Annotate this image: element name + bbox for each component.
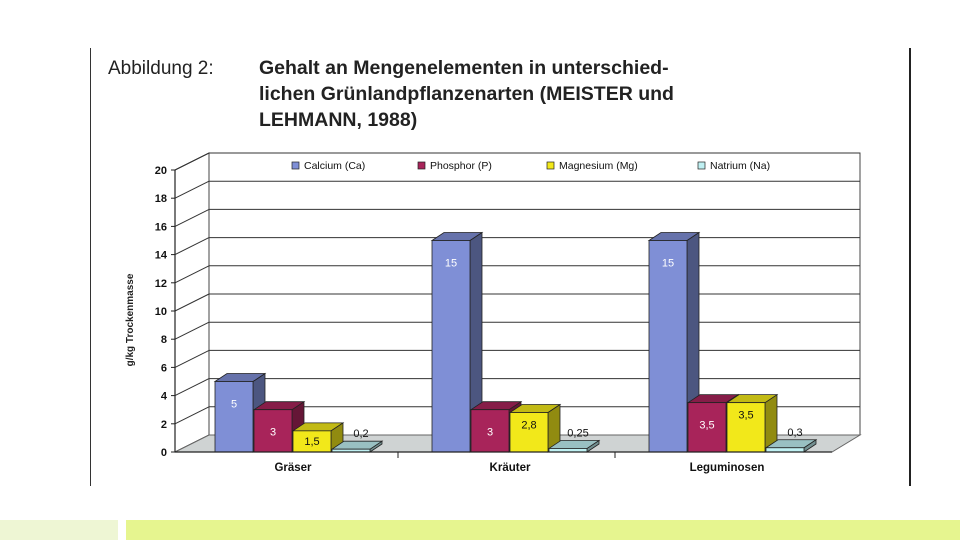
bar <box>726 402 766 453</box>
caption-label: Abbildung 2: <box>108 58 214 79</box>
bar <box>648 240 688 453</box>
gridline-side <box>174 321 210 340</box>
y-tick-label: 2 <box>161 419 167 431</box>
legend-label: Magnesium (Mg) <box>559 160 638 172</box>
category-label: Gräser <box>274 462 312 474</box>
y-tick-label: 4 <box>161 391 168 403</box>
gridline-side <box>174 208 210 227</box>
footer-bar-right <box>126 520 960 540</box>
data-label: 0,25 <box>567 427 588 439</box>
data-label: 2,8 <box>521 420 536 432</box>
gridline-side <box>174 406 210 425</box>
y-tick-label: 14 <box>155 250 168 262</box>
footer-bar-left <box>0 520 118 540</box>
caption-title: Gehalt an Mengenelementen in unterschied… <box>259 57 674 131</box>
legend-item: Magnesium (Mg) <box>546 160 638 172</box>
legend-swatch <box>546 161 555 170</box>
y-tick-label: 16 <box>155 221 167 233</box>
bar <box>509 412 549 453</box>
legend-swatch <box>697 161 706 170</box>
bar-0-0: 5 <box>213 372 267 453</box>
data-label: 3 <box>270 427 276 439</box>
legend-label: Phosphor (P) <box>430 160 492 172</box>
data-label: 3,5 <box>738 410 753 422</box>
bar <box>214 381 254 453</box>
data-label: 3 <box>487 427 493 439</box>
legend-item: Natrium (Na) <box>697 160 770 172</box>
data-label: 3,5 <box>699 420 714 432</box>
figure-border-right <box>909 48 911 486</box>
bar-2-3: 0,3 <box>764 427 818 453</box>
legend-swatch <box>291 161 300 170</box>
legend-label: Calcium (Ca) <box>304 160 365 172</box>
gridline-side <box>174 293 210 312</box>
legend-item: Phosphor (P) <box>417 160 492 172</box>
gridline-side <box>174 237 210 256</box>
y-tick-label: 0 <box>161 447 167 459</box>
y-tick-label: 6 <box>161 362 167 374</box>
y-tick-label: 8 <box>161 334 167 346</box>
bar <box>431 240 471 453</box>
data-label: 15 <box>662 258 674 270</box>
gridline-side <box>174 152 210 171</box>
y-axis-label: g/kg Trockenmasse <box>125 273 136 366</box>
y-tick-label: 18 <box>155 193 167 205</box>
category-label: Kräuter <box>490 462 531 474</box>
data-label: 15 <box>445 258 457 270</box>
bar-2-2: 3,5 <box>725 393 779 453</box>
legend-swatch <box>417 161 426 170</box>
gridline-side <box>174 265 210 284</box>
bar <box>765 447 805 453</box>
bar-1-2: 2,8 <box>508 403 562 453</box>
data-label: 5 <box>231 399 237 411</box>
y-tick-label: 12 <box>155 278 167 290</box>
gridline-side <box>174 349 210 368</box>
bar-1-0: 15 <box>430 231 484 453</box>
data-label: 0,3 <box>787 427 802 439</box>
legend-label: Natrium (Na) <box>710 160 770 172</box>
data-label: 1,5 <box>304 436 319 448</box>
y-tick-label: 20 <box>155 165 167 177</box>
figure-border-left <box>90 48 91 486</box>
gridline-side <box>174 180 210 199</box>
bar-0-3: 0,2 <box>330 428 384 453</box>
category-label: Leguminosen <box>690 462 765 474</box>
data-label: 0,2 <box>353 428 368 440</box>
bar <box>253 409 293 453</box>
gridline-side <box>174 378 210 397</box>
legend-item: Calcium (Ca) <box>291 160 365 172</box>
y-tick-label: 10 <box>155 306 167 318</box>
bar <box>470 409 510 453</box>
